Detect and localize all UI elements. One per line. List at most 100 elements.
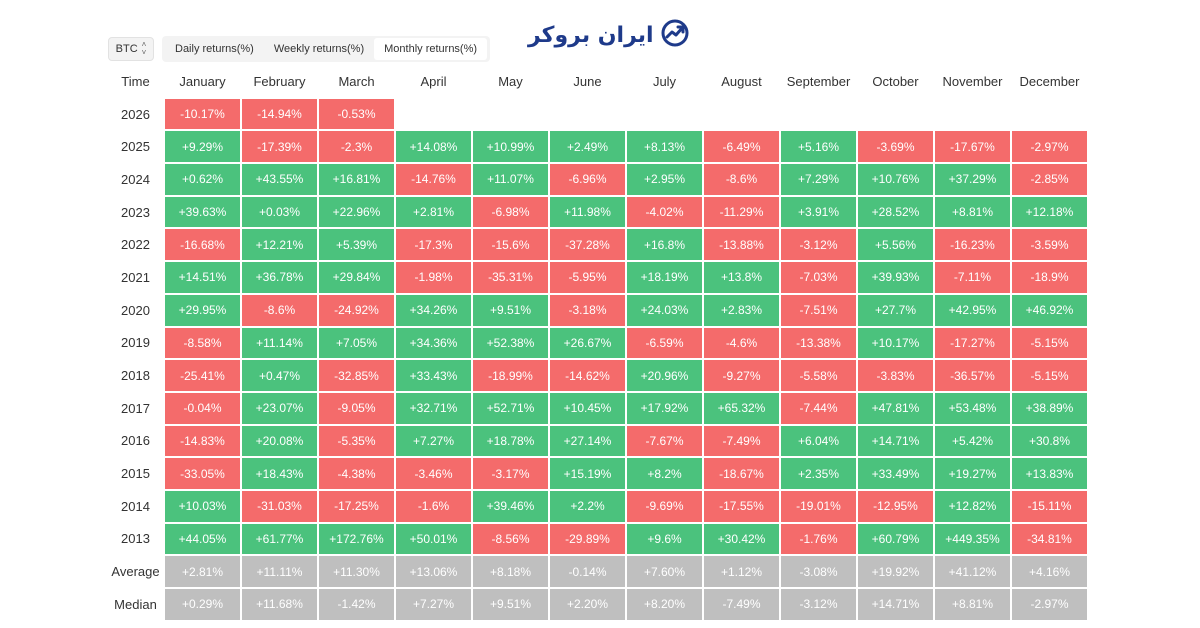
return-cell: -12.95% bbox=[858, 490, 933, 522]
empty-cell bbox=[781, 99, 856, 130]
year-label: 2025 bbox=[121, 139, 150, 155]
return-cell: +26.67% bbox=[550, 327, 625, 359]
return-cell: -5.15% bbox=[1012, 360, 1087, 391]
return-cell: +2.95% bbox=[627, 164, 702, 195]
return-cell: -7.51% bbox=[781, 294, 856, 326]
return-cell: +52.38% bbox=[473, 327, 548, 359]
return-cell: +8.13% bbox=[627, 131, 702, 163]
return-cell: -5.95% bbox=[550, 262, 625, 293]
year-row: 2019 -8.58% +11.14% +7.05% +34.36% +52.38% +26… bbox=[108, 327, 1087, 359]
return-cell: +12.18% bbox=[1012, 196, 1087, 228]
return-cell: +53.48% bbox=[935, 392, 1010, 424]
summary-cell: +1.12% bbox=[704, 556, 779, 587]
return-cell: +24.03% bbox=[627, 294, 702, 326]
return-cell: +5.56% bbox=[858, 229, 933, 261]
month-column-header: October bbox=[872, 73, 919, 89]
return-cell: +30.42% bbox=[704, 523, 779, 555]
return-cell: +33.49% bbox=[858, 458, 933, 489]
return-cell: -25.41% bbox=[165, 360, 240, 391]
month-column-header: September bbox=[786, 73, 851, 89]
return-cell: -7.11% bbox=[935, 262, 1010, 293]
summary-cell: +9.51% bbox=[473, 589, 548, 620]
summary-cell: -7.49% bbox=[704, 589, 779, 620]
summary-cell: +7.60% bbox=[627, 556, 702, 587]
return-cell: +14.51% bbox=[165, 262, 240, 293]
year-row: 2023 +39.63% +0.03% +22.96% +2.81% -6.98% +11.… bbox=[108, 196, 1087, 228]
month-column-header: June bbox=[573, 73, 602, 89]
return-cell: -14.83% bbox=[165, 425, 240, 457]
brand-logo: ایران بروکر bbox=[528, 19, 690, 50]
year-row: 2017 -0.04% +23.07% -9.05% +32.71% +52.71% +10… bbox=[108, 392, 1087, 424]
return-cell: +23.07% bbox=[242, 392, 317, 424]
return-cell: +2.49% bbox=[550, 131, 625, 163]
return-cell: -6.49% bbox=[704, 131, 779, 163]
return-cell: +11.98% bbox=[550, 196, 625, 228]
return-cell: +39.46% bbox=[473, 490, 548, 522]
return-cell: -18.67% bbox=[704, 458, 779, 489]
return-cell: -35.31% bbox=[473, 262, 548, 293]
return-cell: +39.93% bbox=[858, 262, 933, 293]
tab-weekly-returns[interactable]: Weekly returns(%) bbox=[273, 43, 365, 55]
return-cell: -9.05% bbox=[319, 392, 394, 424]
return-cell: +15.19% bbox=[550, 458, 625, 489]
summary-cell: +19.92% bbox=[858, 556, 933, 587]
return-cell: +14.08% bbox=[396, 131, 471, 163]
year-label: 2023 bbox=[121, 204, 150, 220]
return-cell: +5.39% bbox=[319, 229, 394, 261]
year-label: 2020 bbox=[121, 302, 150, 318]
asset-select[interactable]: BTC ˄ ˅ bbox=[108, 37, 154, 61]
return-cell: +16.81% bbox=[319, 164, 394, 195]
return-cell: -3.83% bbox=[858, 360, 933, 391]
year-row: 2015 -33.05% +18.43% -4.38% -3.46% -3.17% +15.… bbox=[108, 458, 1087, 489]
year-label: 2024 bbox=[121, 171, 150, 187]
return-cell: +33.43% bbox=[396, 360, 471, 391]
return-cell: -6.96% bbox=[550, 164, 625, 195]
return-cell: -3.59% bbox=[1012, 229, 1087, 261]
summary-cell: +8.20% bbox=[627, 589, 702, 620]
return-cell: -3.12% bbox=[781, 229, 856, 261]
year-label: 2021 bbox=[121, 269, 150, 285]
month-column-header: January bbox=[179, 73, 226, 89]
return-cell: -18.99% bbox=[473, 360, 548, 391]
month-column-header: May bbox=[498, 73, 523, 89]
year-label: 2016 bbox=[121, 433, 150, 449]
summary-row: Median +0.29% +11.68% -1.42% +7.27% +9.51% +2.… bbox=[108, 589, 1087, 620]
return-cell: -17.39% bbox=[242, 131, 317, 163]
month-column-header: July bbox=[652, 73, 677, 89]
return-cell: +60.79% bbox=[858, 523, 933, 555]
year-row: 2013 +44.05% +61.77% +172.76% +50.01% -8.56% -… bbox=[108, 523, 1087, 555]
year-label: 2018 bbox=[121, 368, 150, 384]
return-cell: +11.14% bbox=[242, 327, 317, 359]
return-cell: -3.17% bbox=[473, 458, 548, 489]
year-row: 2016 -14.83% +20.08% -5.35% +7.27% +18.78% +27… bbox=[108, 425, 1087, 457]
month-column-header: March bbox=[338, 73, 375, 89]
return-cell: +10.76% bbox=[858, 164, 933, 195]
return-cell: -16.23% bbox=[935, 229, 1010, 261]
return-cell: +43.55% bbox=[242, 164, 317, 195]
return-cell: -8.58% bbox=[165, 327, 240, 359]
return-cell: -17.25% bbox=[319, 490, 394, 522]
return-cell: -0.04% bbox=[165, 392, 240, 424]
summary-label: Median bbox=[114, 596, 157, 612]
return-cell: -1.6% bbox=[396, 490, 471, 522]
return-cell: +52.71% bbox=[473, 392, 548, 424]
return-cell: +5.16% bbox=[781, 131, 856, 163]
return-cell: +34.36% bbox=[396, 327, 471, 359]
return-cell: +47.81% bbox=[858, 392, 933, 424]
return-cell: +2.83% bbox=[704, 294, 779, 326]
return-cell: -2.85% bbox=[1012, 164, 1087, 195]
return-cell: +0.62% bbox=[165, 164, 240, 195]
tab-daily-returns[interactable]: Daily returns(%) bbox=[175, 43, 254, 55]
return-cell: -7.44% bbox=[781, 392, 856, 424]
return-cell: -15.11% bbox=[1012, 490, 1087, 522]
return-cell: -8.6% bbox=[704, 164, 779, 195]
return-cell: +7.05% bbox=[319, 327, 394, 359]
summary-cell: +11.30% bbox=[319, 556, 394, 587]
empty-cell bbox=[627, 99, 702, 130]
return-cell: +8.2% bbox=[627, 458, 702, 489]
return-cell: +10.17% bbox=[858, 327, 933, 359]
return-cell: +7.29% bbox=[781, 164, 856, 195]
return-cell: +18.19% bbox=[627, 262, 702, 293]
tab-monthly-returns[interactable]: Monthly returns(%) bbox=[374, 38, 488, 60]
year-row: 2018 -25.41% +0.47% -32.85% +33.43% -18.99% -1… bbox=[108, 360, 1087, 391]
